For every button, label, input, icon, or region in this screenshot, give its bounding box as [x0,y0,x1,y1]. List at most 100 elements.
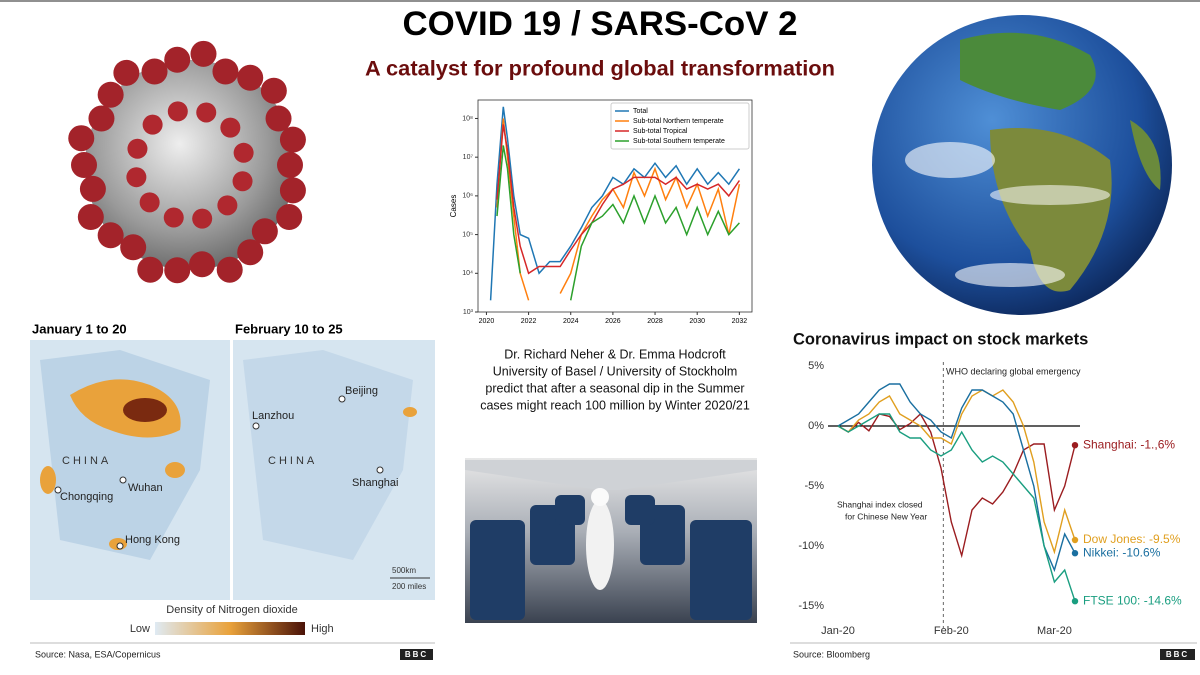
logo: BBC [1166,650,1189,659]
virus-spike [137,256,164,283]
source: Source: Bloomberg [793,649,870,659]
y-tick-label: 10⁵ [462,231,473,238]
virus-image [68,40,306,284]
legend-label: Sub-total Tropical [633,128,688,135]
map-right: Beijing Lanzhou CHINA Shanghai 500km 200… [233,340,435,600]
legend-label: Sub-total Southern temperate [633,138,725,145]
seat [690,520,752,620]
virus-spike [190,40,217,67]
virus-spike [279,126,306,153]
series-line [837,389,1076,555]
y-tick-label: -10% [798,540,824,552]
logo: BBC [405,650,428,659]
stock-chart: Jan-20 Feb-20 Mar-20 5% 0% -5% -10% -15% Coronav… [793,330,1182,637]
virus-spike [277,152,303,178]
logo-box [400,649,433,660]
scale-label: 500km [392,566,416,575]
legend-high: High [311,623,334,635]
virus-spike [68,125,95,152]
series-line [489,106,741,301]
virus-spike [217,195,238,216]
virus-spike [164,257,191,284]
virus-spike [164,46,191,73]
map-label: Chongqing [60,491,113,503]
y-tick-label: 10³ [463,309,474,316]
seat [555,495,585,525]
worker-head [591,488,609,506]
x-tick-label: 2024 [563,318,579,325]
virus-spike [212,58,239,85]
virus-spike [77,204,104,231]
x-tick-label: 2028 [647,318,663,325]
virus-spike [237,64,264,91]
virus-spike [120,234,147,261]
virus-spike [167,101,188,122]
map-label: CHINA [62,455,111,467]
virus-spike [126,167,147,188]
x-tick-label: 2032 [732,318,748,325]
seats [470,495,752,620]
x-tick-label: Mar-20 [1037,625,1072,637]
y-tick-label: 10⁶ [462,193,473,200]
city-dot [376,466,384,474]
no2-cluster [403,407,417,417]
map-label: Lanzhou [252,410,294,422]
chart-title: Coronavirus impact on stock markets [793,330,1088,348]
airplane-photo [465,458,757,623]
scale-label: 200 miles [392,582,426,591]
x-tick-label: 2022 [521,318,537,325]
cloud [990,185,1110,205]
cases-chart: 2020 2022 2024 2026 2028 2030 2032 10³ 10⁴ 10⁵ 10⁶… [449,99,753,325]
virus-spike [88,105,115,132]
y-tick-label: -5% [804,480,824,492]
end-label: Nikkei: -10.6% [1083,545,1161,559]
virus-spike [97,81,124,108]
series-line [837,412,1076,559]
y-tick-label: 10⁷ [463,154,474,161]
annotation: Shanghai index closed [837,499,923,509]
x-tick-label: 2026 [605,318,621,325]
annotation: for Chinese New Year [845,511,927,521]
land [960,32,1096,110]
quote-line: cases might reach 100 million by Winter … [480,398,750,412]
map-left: CHINA Chongqing Wuhan Hong Kong [30,340,230,600]
end-label: Shanghai: -1.,6% [1083,437,1175,451]
virus-spike [279,177,306,204]
virus-spike [127,138,148,159]
worker [586,500,614,590]
map-label: Wuhan [128,482,163,494]
no2-cluster [123,398,167,422]
earth-image [872,15,1172,315]
quote-line: predict that after a seasonal dip in the… [485,381,744,395]
virus-spike [192,208,213,229]
virus-spike [196,102,217,123]
virus-body [85,60,295,270]
end-dot [1071,442,1079,449]
y-tick-label: 5% [808,360,824,372]
virus-spike [142,114,163,135]
legend-gradient [155,622,305,635]
virus-spike [139,192,160,213]
city-dot [338,395,346,403]
map-label: Beijing [345,385,378,397]
legend-box [610,102,750,150]
source: Source: Nasa, ESA/Copernicus [35,649,161,659]
logo-box [1160,649,1195,660]
virus-spike [189,251,216,278]
map-label: Shanghai [352,477,399,489]
legend-low: Low [130,623,150,635]
series-line [496,124,741,275]
series-line [496,145,740,301]
seat [625,495,655,525]
map-title: February 10 to 25 [235,321,343,336]
x-tick-label: 2020 [479,318,495,325]
virus-spike [113,59,140,86]
end-dot [1071,536,1079,544]
annotation: WHO declaring global emergency [946,366,1081,376]
plot-frame [477,99,753,313]
city-dot [54,486,62,494]
virus-spike [232,171,253,192]
x-tick-label: Feb-20 [934,625,969,637]
map-label: CHINA [268,455,317,467]
